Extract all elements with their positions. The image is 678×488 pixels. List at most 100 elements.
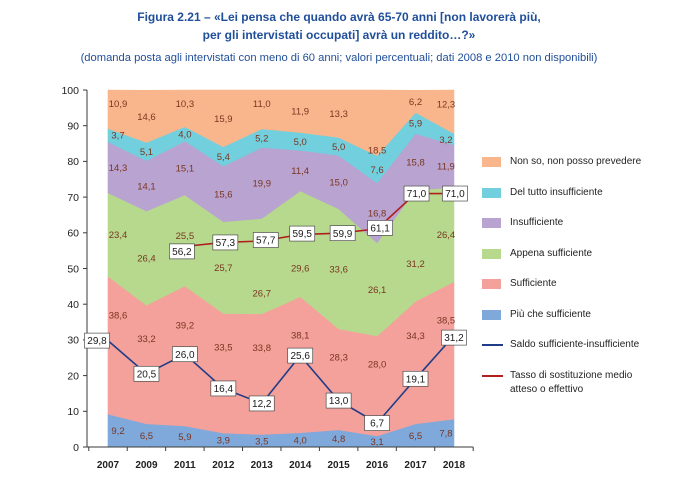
tasso-label-box: [403, 185, 430, 202]
area-value-label: 3,1: [370, 437, 383, 448]
area-value-label: 4,0: [294, 435, 307, 446]
area-value-label: 33,6: [329, 264, 348, 275]
x-tick-label: 2014: [289, 460, 312, 471]
area-value-label: 28,3: [329, 353, 348, 364]
x-tick-label: 2009: [135, 460, 158, 471]
area-non-so-non-posso-prevedere: [107, 89, 455, 157]
saldo-value-label: 12,2: [252, 399, 272, 410]
area-value-label: 10,3: [176, 99, 195, 110]
area-value-label: 6,5: [140, 431, 153, 442]
legend-item-tasso-di-sostituzione-medio-atteso-o-effettivo: Tasso di sostituzione medio atteso o eff…: [482, 369, 672, 399]
legend-label: Non so, non posso prevedere: [510, 156, 642, 167]
area-value-label: 33,2: [137, 334, 156, 345]
saldo-label-box: [172, 346, 198, 363]
legend-label: Tasso di sostituzione medio atteso o eff…: [510, 369, 633, 395]
legend-label: Sufficiente: [510, 278, 557, 289]
area-value-label: 39,2: [176, 321, 195, 332]
y-tick-label: 90: [67, 121, 79, 133]
area-value-label: 3,7: [111, 131, 124, 142]
saldo-label-box: [248, 395, 275, 412]
tasso-value-label: 71,0: [407, 189, 427, 200]
saldo-value-label: 19,1: [406, 374, 426, 385]
area-value-label: 33,5: [214, 342, 233, 353]
x-tick-label: 2017: [404, 460, 427, 471]
area-value-label: 4,0: [178, 129, 191, 140]
area-value-label: 14,6: [137, 112, 156, 123]
legend-line-marker: [482, 344, 503, 346]
y-tick-label: 100: [61, 85, 79, 97]
area-value-label: 11,9: [291, 107, 309, 118]
legend-label: Più che sufficiente: [510, 308, 591, 320]
tasso-value-label: 59,5: [292, 229, 312, 240]
legend-swatch: [482, 218, 501, 228]
saldo-value-label: 31,2: [444, 333, 464, 344]
area-value-label: 31,2: [406, 259, 425, 270]
area-value-label: 34,3: [406, 331, 425, 342]
area-value-label: 7,6: [370, 165, 383, 176]
line-saldo-sufficiente-insufficiente: [107, 335, 455, 425]
saldo-label-box: [133, 365, 160, 382]
area-value-label: 15,0: [329, 178, 348, 189]
tasso-value-label: 61,1: [370, 223, 390, 234]
area-value-label: 3,5: [255, 436, 268, 447]
y-tick-label: 70: [67, 192, 79, 204]
saldo-value-label: 6,7: [370, 419, 384, 430]
area-value-label: 5,0: [332, 142, 345, 153]
area-value-label: 18,5: [368, 145, 387, 156]
legend-item-sufficiente: Sufficiente: [482, 277, 672, 307]
tasso-label-box: [329, 225, 356, 242]
area-value-label: 14,3: [109, 163, 128, 174]
area-value-label: 38,5: [437, 316, 456, 327]
x-tick-label: 2016: [366, 460, 389, 471]
figure-title-line-2: per gli intervistati occupati] avrà un r…: [202, 28, 476, 42]
y-tick-label: 60: [67, 228, 79, 240]
legend-line-marker: [482, 374, 503, 377]
area-value-label: 14,1: [137, 181, 156, 192]
area-value-label: 33,8: [253, 343, 272, 354]
figure-subtitle: (domanda posta agli intervistati con men…: [80, 52, 598, 64]
area-value-label: 5,4: [217, 152, 230, 163]
area-value-label: 16,8: [368, 208, 387, 219]
saldo-value-label: 29,8: [87, 336, 107, 347]
area-value-label: 7,8: [439, 429, 452, 440]
x-tick-label: 2011: [174, 460, 196, 471]
tasso-value-label: 59,9: [333, 229, 353, 240]
y-tick-label: 50: [67, 263, 79, 275]
tasso-value-label: 57,3: [216, 238, 236, 249]
legend-swatch: [482, 309, 501, 320]
area-value-label: 9,2: [111, 426, 124, 437]
area-value-label: 15,6: [214, 189, 233, 200]
area-value-label: 15,8: [406, 157, 425, 168]
area-value-label: 15,9: [214, 114, 233, 125]
legend-label: Insufficiente: [510, 217, 564, 228]
area-value-label: 13,3: [329, 109, 348, 120]
x-tick-label: 2007: [97, 460, 120, 471]
figure-title-line-1: Figura 2.21 – «Lei pensa che quando avrà…: [137, 10, 541, 24]
tasso-value-label: 56,2: [172, 247, 192, 258]
area-value-label: 6,5: [409, 431, 422, 442]
saldo-label-box: [441, 329, 467, 346]
legend-swatch: [482, 248, 501, 259]
y-tick-label: 20: [67, 370, 79, 382]
area-value-label: 26,1: [368, 285, 387, 296]
saldo-value-label: 20,5: [137, 369, 157, 380]
saldo-label-box: [84, 332, 110, 349]
y-tick-label: 80: [67, 156, 79, 168]
legend-item-del-tutto-insufficiente: Del tutto insufficiente: [482, 186, 672, 216]
y-tick-label: 10: [67, 406, 79, 418]
area-value-label: 5,2: [255, 134, 268, 145]
saldo-label-box: [287, 347, 314, 364]
x-tick-label: 2012: [212, 460, 235, 471]
legend-item-insufficiente: Insufficiente: [482, 216, 672, 246]
area-value-label: 26,4: [137, 254, 156, 265]
saldo-value-label: 25,6: [290, 351, 310, 362]
tasso-value-label: 57,7: [256, 236, 276, 247]
tasso-value-label: 71,0: [445, 189, 465, 200]
area-value-label: 38,6: [109, 310, 128, 321]
area-value-label: 5,9: [409, 119, 422, 130]
legend-swatch: [482, 157, 501, 167]
legend-item-saldo-sufficiente-insufficiente: Saldo sufficiente-insufficiente: [482, 338, 672, 368]
area-value-label: 23,4: [109, 230, 128, 241]
y-tick-label: 30: [67, 335, 79, 347]
area-value-label: 19,9: [253, 178, 272, 189]
